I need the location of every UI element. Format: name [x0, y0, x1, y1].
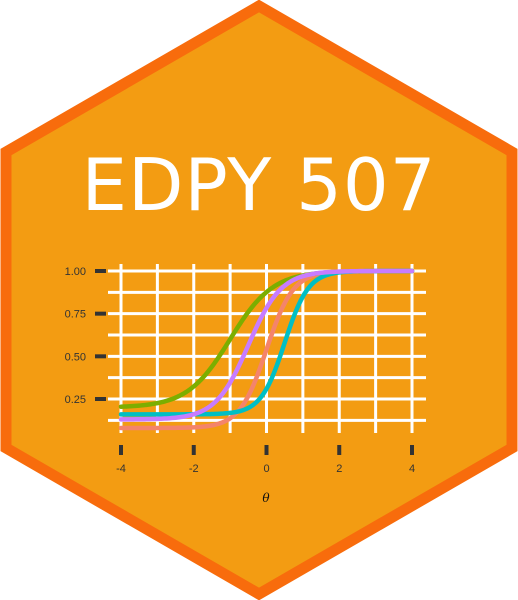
y-tick-label: 0.50 — [65, 351, 86, 363]
y-tick-label: 0.75 — [65, 309, 86, 321]
y-tick-label: 1.00 — [65, 266, 86, 278]
chart-labels: -4 -2 0 2 4 0.25 0.50 0.75 1.00 — [65, 266, 415, 475]
sticker-title: EDPY 507 — [81, 143, 437, 227]
x-axis-title: θ — [262, 491, 270, 505]
chart-curves — [118, 268, 415, 431]
x-tick-label: 0 — [263, 463, 269, 475]
x-tick-label: 2 — [336, 463, 342, 475]
axis-ticks — [95, 269, 414, 455]
x-tick-label: 4 — [409, 463, 415, 475]
x-tick-label: -2 — [189, 463, 199, 475]
x-tick-label: -4 — [116, 463, 126, 475]
icc-curve-4 — [118, 268, 415, 422]
y-tick-label: 0.25 — [65, 394, 86, 406]
